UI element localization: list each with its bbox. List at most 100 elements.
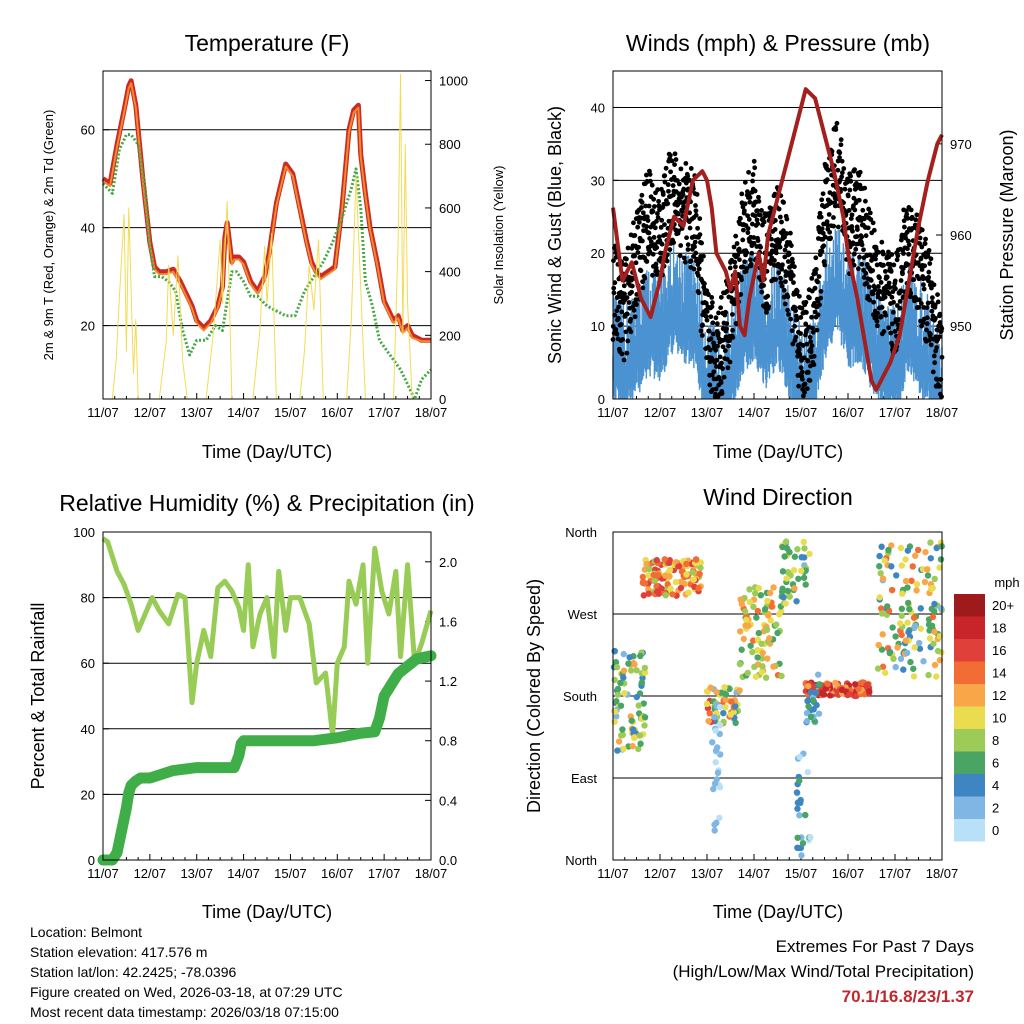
- direction-mark: [898, 631, 905, 639]
- winds-gust-mark: [904, 229, 910, 235]
- direction-mark: [933, 673, 940, 680]
- direction-mark: [826, 692, 834, 699]
- direction-mark: [638, 679, 646, 686]
- direction-mark: [681, 580, 688, 588]
- direction-mark: [767, 617, 774, 624]
- winds-gust-mark: [665, 182, 671, 188]
- direction-mark: [631, 661, 638, 668]
- winds-gust-mark: [752, 188, 758, 194]
- winds-gust-mark: [918, 301, 924, 306]
- winds-gust-mark: [847, 187, 853, 193]
- direction-mark: [803, 717, 811, 725]
- winds-gust-mark: [936, 383, 942, 389]
- winds-gust-mark: [721, 374, 727, 380]
- winds-gust-mark: [711, 369, 717, 375]
- winds-gust-mark: [782, 247, 788, 253]
- winds-gust-mark: [821, 243, 827, 249]
- winds-gust-mark: [923, 236, 928, 242]
- winds-gust-mark: [859, 242, 865, 248]
- direction-mark: [779, 568, 787, 575]
- winds-gust-mark: [805, 370, 811, 375]
- winds-gust-mark: [809, 314, 814, 320]
- winds-gust-mark: [651, 204, 657, 209]
- direction-mark: [807, 689, 815, 696]
- winds-gust-mark: [887, 285, 893, 290]
- direction-mark: [722, 704, 729, 711]
- direction-mark: [633, 693, 640, 701]
- humidity-xtick-label: 13/07: [180, 866, 213, 881]
- winds-gust-mark: [826, 167, 831, 173]
- winds-gust-mark: [864, 280, 869, 286]
- winds-gust-mark: [928, 256, 934, 262]
- direction-mark: [731, 702, 739, 710]
- winds-gust-mark: [815, 312, 821, 318]
- winds-gust-mark: [839, 158, 845, 164]
- direction-mark: [783, 575, 790, 582]
- direction-mark: [619, 726, 626, 733]
- winds-gust-mark: [662, 222, 667, 227]
- direction-mark: [689, 569, 696, 576]
- winds-gust-mark: [679, 209, 685, 214]
- winds-gust-mark: [613, 327, 619, 332]
- direction-mark: [800, 538, 807, 546]
- direction-mark: [619, 731, 627, 739]
- direction-mark: [879, 663, 887, 670]
- winds-gust-mark: [636, 244, 642, 250]
- winds-gust-mark: [731, 244, 737, 250]
- winds-gust-mark: [934, 377, 940, 382]
- direction-legend-label: 2: [992, 801, 999, 816]
- direction-mark: [866, 688, 873, 695]
- direction-mark: [798, 567, 805, 575]
- winds-gust-mark: [931, 353, 937, 359]
- temperature-title: Temperature (F): [185, 30, 350, 56]
- direction-mark: [690, 576, 698, 583]
- winds-gust-mark: [737, 216, 743, 221]
- winds-gust-mark: [793, 308, 798, 314]
- winds-gust-mark: [779, 266, 785, 272]
- extremes-subtitle: (High/Low/Max Wind/Total Precipitation): [672, 962, 974, 981]
- direction-mark: [653, 588, 661, 595]
- direction-legend-label: 4: [992, 778, 999, 793]
- winds-gust-mark: [646, 230, 652, 236]
- winds-gust-mark: [654, 218, 659, 224]
- winds-gust-mark: [784, 231, 790, 236]
- direction-ylabel: Direction (Colored By Speed): [524, 579, 544, 813]
- winds-gust-mark: [925, 315, 930, 321]
- winds-y2label: Station Pressure (Maroon): [997, 129, 1017, 340]
- winds-gust-mark: [799, 305, 805, 311]
- winds-gust-mark: [776, 206, 782, 212]
- winds-gust-mark: [870, 291, 876, 297]
- winds-gust-mark: [799, 369, 805, 375]
- winds-gust-mark: [708, 314, 714, 320]
- winds-gust-mark: [723, 309, 728, 315]
- direction-mark: [784, 587, 792, 595]
- winds-gust-mark: [811, 353, 817, 359]
- winds-gust-mark: [706, 328, 712, 334]
- winds-gust-mark: [831, 215, 836, 220]
- winds-gust-mark: [695, 225, 700, 231]
- winds-xtick-label: 17/07: [879, 405, 912, 420]
- winds-gust-mark: [788, 316, 794, 322]
- winds-gust-mark: [726, 343, 732, 349]
- winds-gust-mark: [636, 219, 642, 225]
- direction-mark: [888, 542, 895, 549]
- winds-gust-mark: [862, 216, 867, 222]
- winds-gust-mark: [681, 186, 687, 192]
- direction-mark: [903, 649, 911, 657]
- winds-gust-mark: [777, 214, 783, 220]
- winds-gust-mark: [838, 142, 844, 148]
- humidity-ylabel: Percent & Total Rainfall: [28, 603, 48, 790]
- direction-mark: [711, 780, 719, 787]
- winds-gust-mark: [866, 206, 872, 212]
- direction-mark: [662, 592, 669, 599]
- winds-xtick-label: 18/07: [926, 405, 959, 420]
- direction-legend-swatch: [954, 774, 985, 797]
- direction-mark: [937, 605, 945, 612]
- winds-gust-mark: [786, 312, 791, 317]
- direction-mark: [643, 561, 650, 568]
- winds-gust-mark: [908, 290, 914, 296]
- direction-mark: [711, 713, 718, 721]
- direction-mark: [766, 635, 773, 642]
- direction-mark: [884, 603, 891, 610]
- winds-gust-mark: [744, 266, 750, 271]
